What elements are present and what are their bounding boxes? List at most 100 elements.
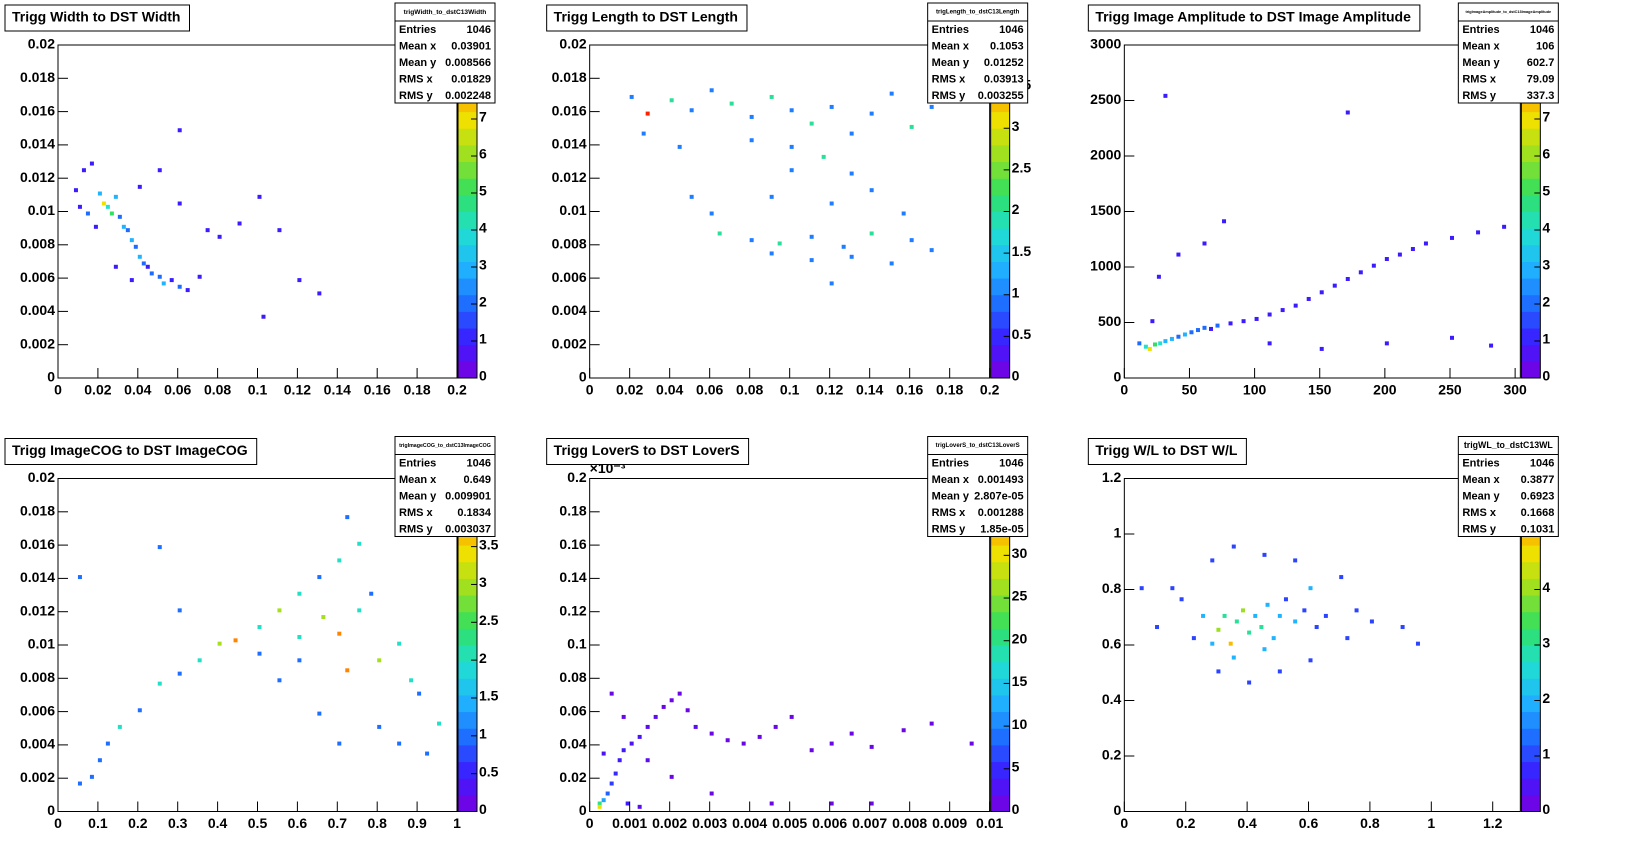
stats-label: Mean x xyxy=(1462,40,1500,52)
colorbar-band xyxy=(990,278,1010,296)
colorbar-band xyxy=(1521,161,1541,179)
x-tick-label: 0.8 xyxy=(367,815,387,831)
cell xyxy=(1267,341,1272,346)
colorbar-band xyxy=(990,178,1010,196)
z-tick-label: 2.5 xyxy=(479,612,499,628)
y-tick-label: 0.01 xyxy=(559,202,586,218)
y-tick-label: 2000 xyxy=(1090,147,1121,163)
title-box xyxy=(4,438,258,465)
cell xyxy=(257,651,262,656)
cell xyxy=(177,671,182,676)
cell xyxy=(277,228,282,233)
z-tick-label: 0 xyxy=(1012,801,1020,817)
cell xyxy=(889,261,894,266)
cell xyxy=(161,281,166,286)
cell xyxy=(77,575,82,580)
cell xyxy=(89,161,94,166)
cell xyxy=(1182,332,1187,337)
y-tick-label: 0.016 xyxy=(20,536,55,552)
colorbar-band xyxy=(990,328,1010,346)
stats-box xyxy=(1457,436,1559,537)
cell xyxy=(1345,110,1350,115)
stats-value: 0.003255 xyxy=(978,90,1024,102)
cell xyxy=(317,575,322,580)
cell xyxy=(929,721,934,726)
chart-title: Trigg Image Amplitude to DST Image Ampli… xyxy=(1095,9,1411,25)
cell xyxy=(849,171,854,176)
cell xyxy=(1306,296,1311,301)
stats-label: Entries xyxy=(399,457,436,469)
frame-background xyxy=(1124,45,1521,378)
cell xyxy=(1384,341,1389,346)
stats-label: Mean x xyxy=(932,40,970,52)
cell xyxy=(789,108,794,113)
colorbar-band xyxy=(458,194,477,212)
y-tick-label: 0 xyxy=(47,369,55,385)
cell xyxy=(1202,325,1207,330)
x-tick-label: 0.005 xyxy=(772,815,807,831)
z-tick-label: 0.5 xyxy=(479,763,499,779)
colorbar-band xyxy=(990,678,1010,696)
cell xyxy=(1155,625,1160,630)
z-tick-label: 0 xyxy=(479,801,487,817)
colorbar-band xyxy=(1521,344,1541,362)
colorbar-band xyxy=(1521,778,1541,796)
y-tick-label: 0.008 xyxy=(20,236,55,252)
cell xyxy=(297,635,302,640)
y-tick-label: 0.006 xyxy=(20,269,55,285)
cell xyxy=(1241,319,1246,324)
x-tick-label: 0 xyxy=(1120,382,1128,398)
colorbar-band xyxy=(458,211,477,229)
stats-value: 1046 xyxy=(999,457,1023,469)
y-tick-label: 1000 xyxy=(1090,258,1121,274)
stats-value: 0.008566 xyxy=(445,57,491,69)
z-tick-label: 1.5 xyxy=(1012,243,1032,259)
cell xyxy=(869,801,874,806)
cell xyxy=(1228,321,1233,326)
cell xyxy=(137,184,142,189)
stats-value: 0.003037 xyxy=(445,523,491,535)
colorbar-band xyxy=(1521,595,1541,613)
x-tick-label: 0.003 xyxy=(692,815,727,831)
y-tick-label: 0.016 xyxy=(552,102,587,118)
stats-value: 0.1031 xyxy=(1521,523,1555,535)
stats-box xyxy=(394,436,496,537)
cell xyxy=(121,224,126,229)
x-tick-label: 1.2 xyxy=(1483,815,1503,831)
x-tick-label: 0.04 xyxy=(656,382,683,398)
cell xyxy=(137,708,142,713)
cell xyxy=(1358,270,1363,275)
cell xyxy=(601,798,606,803)
z-tick-label: 0 xyxy=(1542,801,1550,817)
stats-label: Mean y xyxy=(1462,57,1500,69)
y-tick-label: 0.014 xyxy=(552,136,587,152)
z-tick-label: 0 xyxy=(479,368,487,384)
x-tick-label: 0.001 xyxy=(612,815,647,831)
colorbar-band xyxy=(1521,794,1541,812)
cell xyxy=(869,231,874,236)
cell xyxy=(841,244,846,249)
cell xyxy=(81,168,86,173)
y-tick-label: 0.08 xyxy=(559,669,586,685)
x-tick-label: 0.16 xyxy=(364,382,391,398)
stats-label: RMS y xyxy=(399,523,434,535)
cell xyxy=(93,224,98,229)
x-tick-label: 0.18 xyxy=(936,382,963,398)
colorbar-band xyxy=(990,661,1010,679)
y-tick-label: 500 xyxy=(1098,313,1122,329)
cell xyxy=(1143,344,1148,349)
colorbar-band xyxy=(458,361,477,379)
x-tick-label: 0.2 xyxy=(1176,815,1196,831)
stats-label: RMS y xyxy=(399,90,434,102)
stats-box xyxy=(927,436,1029,537)
y-tick-label: 0.008 xyxy=(20,669,55,685)
cell xyxy=(105,204,110,209)
cell xyxy=(1210,641,1215,646)
x-tick-label: 0.008 xyxy=(892,815,927,831)
stats-label: RMS x xyxy=(932,73,967,85)
y-tick-label: 1.2 xyxy=(1102,469,1122,485)
stats-value: 1.85e-05 xyxy=(980,523,1023,535)
colorbar-band xyxy=(458,311,477,329)
cell xyxy=(829,201,834,206)
colorbar-band xyxy=(990,761,1010,779)
